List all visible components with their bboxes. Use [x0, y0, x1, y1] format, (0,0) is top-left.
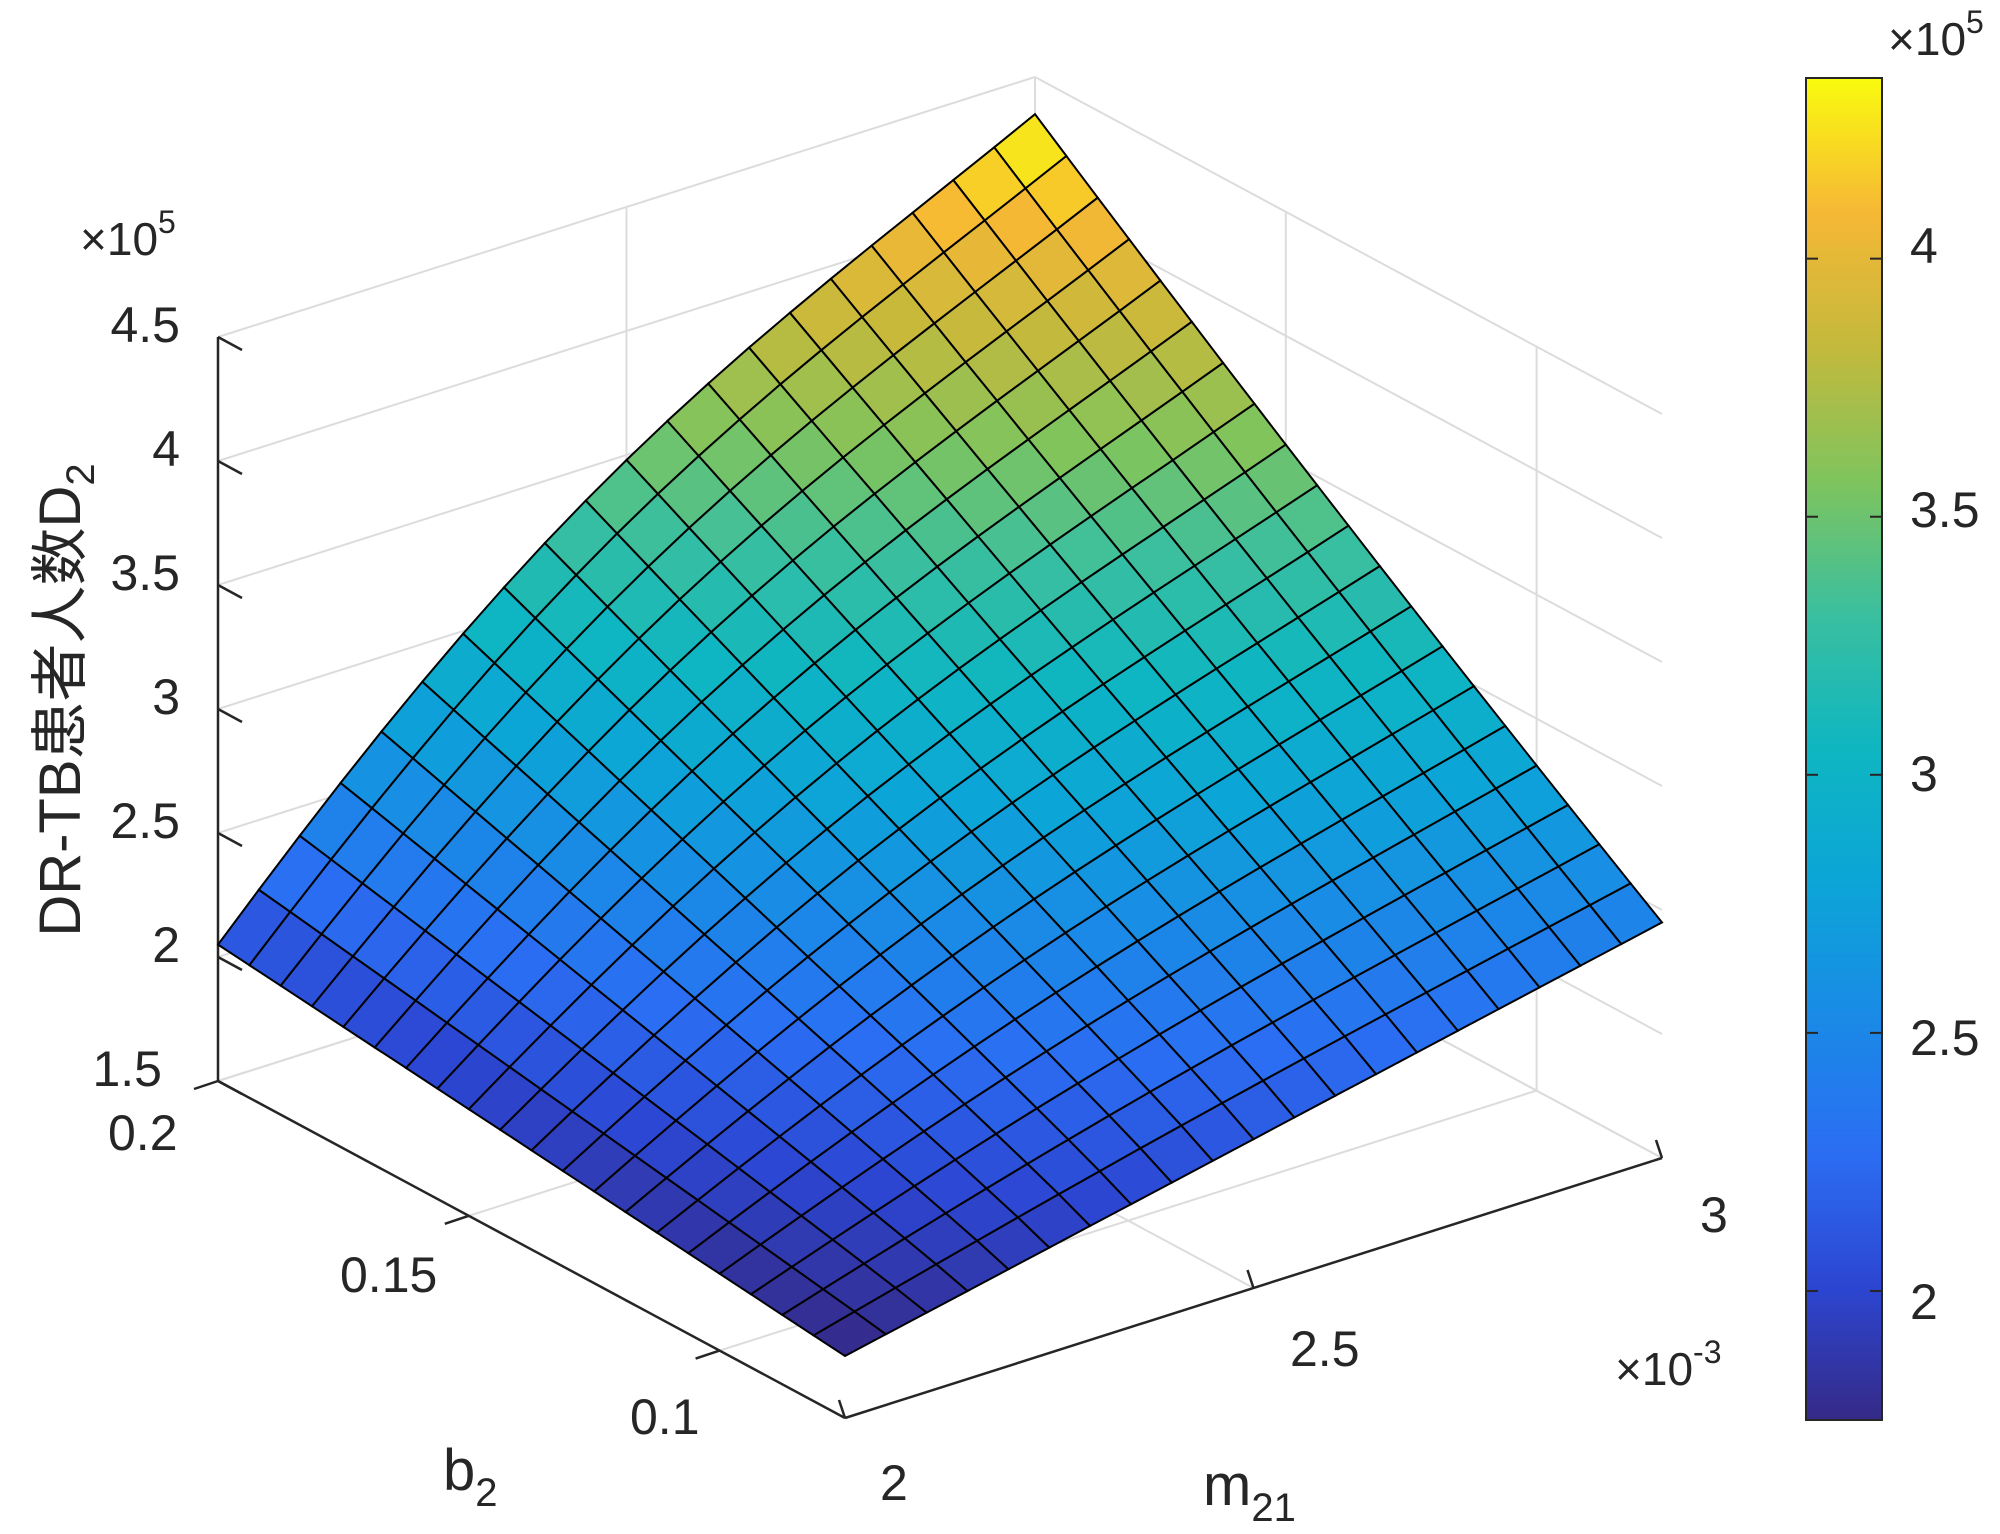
z-tick-mark	[217, 955, 243, 972]
axes	[193, 335, 1664, 1420]
z-tick-label: 1.5	[92, 1041, 162, 1097]
b-tick-label: 0.2	[108, 1105, 178, 1161]
m-tick-label: 2	[880, 1455, 908, 1511]
m-axis-exponent: ×10-3	[1615, 1334, 1721, 1395]
m-tick-mark	[837, 1399, 847, 1419]
z-tick-mark	[217, 459, 243, 476]
colorbar-tick-label: 3	[1910, 746, 1938, 802]
b-tick-mark	[695, 1349, 720, 1360]
z-label-text: DR-TB患者人数D	[28, 486, 93, 937]
surface-plot	[216, 112, 1664, 1358]
svg-text:b2: b2	[443, 1438, 498, 1515]
z-tick-mark	[217, 583, 243, 600]
z-tick-mark	[217, 335, 243, 352]
z-tick-label: 3	[152, 669, 180, 725]
b-tick-mark	[193, 1079, 219, 1091]
colorbar-exponent: ×105	[1888, 4, 1984, 65]
b-axis-ticks: 0.1 0.15 0.2	[108, 1105, 700, 1445]
surface-face	[811, 1310, 888, 1358]
z-axis-exponent: ×105	[80, 204, 176, 265]
m-axis-label: m21	[1203, 1453, 1296, 1530]
z-tick-label: 4	[152, 421, 180, 477]
colorbar-ticks: 2 2.5 3 3.5 4	[1806, 218, 1980, 1330]
z-tick-mark	[217, 707, 243, 724]
colorbar-tick-label: 3.5	[1910, 482, 1980, 538]
svg-text:×105: ×105	[1888, 4, 1984, 65]
gridline	[1034, 76, 1663, 415]
m-exponent-base: ×10	[1615, 1343, 1693, 1395]
colorbar-tick-label: 2	[1910, 1274, 1938, 1330]
m-exponent-power: -3	[1693, 1334, 1721, 1370]
b-tick-label: 0.15	[340, 1247, 437, 1303]
colorbar-tick-label: 4	[1910, 218, 1938, 274]
m-axis-ticks: 2 2.5 3	[880, 1187, 1728, 1511]
colorbar-tick-label: 2.5	[1910, 1010, 1980, 1066]
b-label-sub: 2	[475, 1471, 497, 1515]
z-tick-label: 2	[152, 917, 180, 973]
b-tick-mark	[444, 1214, 470, 1225]
z-tick-mark	[217, 1079, 243, 1096]
colorbar-exponent-base: ×10	[1888, 13, 1966, 65]
colorbar-exponent-power: 5	[1966, 4, 1984, 40]
z-tick-label: 2.5	[110, 793, 180, 849]
svg-text:m21: m21	[1203, 1453, 1296, 1530]
z-tick-label: 4.5	[110, 297, 180, 353]
z-label-sub: 2	[59, 463, 103, 485]
m-label-sub: 21	[1251, 1486, 1296, 1530]
z-tick-label: 3.5	[110, 545, 180, 601]
svg-text:×10-3: ×10-3	[1615, 1334, 1721, 1395]
b-label-text: b	[443, 1438, 475, 1503]
colorbar	[1805, 77, 1883, 1421]
svg-text:DR-TB患者人数D2: DR-TB患者人数D2	[28, 463, 103, 936]
m-label-text: m	[1203, 1453, 1251, 1518]
svg-text:×105: ×105	[80, 204, 176, 265]
z-axis-label: DR-TB患者人数D2	[28, 463, 103, 936]
b-tick-label: 0.1	[630, 1389, 700, 1445]
z-axis-ticks: 1.5 2 2.5 3 3.5 4 4.5	[92, 297, 180, 1097]
z-exponent-power: 5	[158, 204, 176, 240]
z-exponent-base: ×10	[80, 213, 158, 265]
m-tick-mark	[1246, 1269, 1255, 1289]
b-axis-label: b2	[443, 1438, 498, 1515]
m-tick-mark	[1654, 1139, 1664, 1159]
m-tick-label: 2.5	[1290, 1321, 1360, 1377]
z-tick-mark	[217, 831, 243, 848]
m-tick-label: 3	[1700, 1187, 1728, 1243]
b-axis-line	[217, 1079, 846, 1420]
